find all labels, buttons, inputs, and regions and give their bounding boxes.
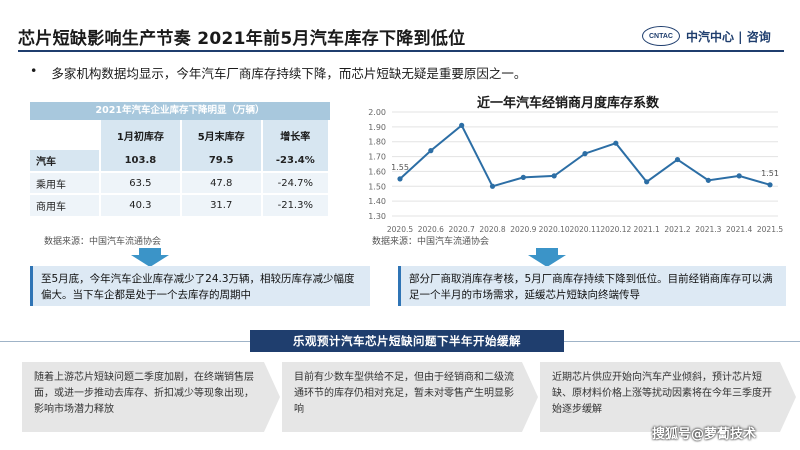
chevron-right-icon	[522, 362, 538, 432]
x-tick-label: 2021.5	[757, 225, 783, 234]
table-header-corner	[30, 120, 101, 150]
y-tick-label: 1.40	[368, 197, 386, 206]
x-tick-label: 2020.11	[569, 225, 600, 234]
data-point	[767, 182, 773, 188]
data-point	[489, 183, 496, 189]
x-tick-label: 2020.8	[479, 225, 505, 234]
outlook-card-3: 近期芯片供应开始向汽车产业倾斜，预计芯片短缺、原材料价格上涨等扰动因素将在今年三…	[540, 362, 796, 432]
x-tick-label: 2021.2	[664, 225, 690, 234]
page-title: 芯片短缺影响生产节奏 2021年前5月汽车库存下降到低位	[18, 29, 466, 49]
data-point	[705, 177, 711, 183]
inventory-chart: 近一年汽车经销商月度库存系数 1.30 1.40 1.50 1.60 1.70 1.80 1…	[350, 92, 786, 244]
left-callout: 至5月底，今年汽车企业库存减少了24.3万辆，相较历库存减少幅度偏大。当下车企都…	[30, 266, 370, 306]
data-point	[459, 122, 465, 128]
row-growth: -21.3%	[261, 193, 331, 216]
x-tick-label: 2020.6	[418, 225, 444, 234]
card-text: 目前有少数车型供给不足，但由于经销商和二级流通环节的库存仍相对充足，暂未对零售产…	[294, 372, 514, 415]
logo-mark-icon: CNTAC	[642, 26, 680, 46]
chart-source: 数据来源：中国汽车流通协会	[372, 237, 490, 247]
x-tick-label: 2020.9	[510, 225, 536, 234]
row-name: 乘用车	[30, 171, 101, 194]
row-name: 商用车	[30, 193, 101, 216]
card-text: 近期芯片供应开始向汽车产业倾斜，预计芯片短缺、原材料价格上涨等扰动因素将在今年三…	[552, 372, 772, 415]
table-header-growth: 增长率	[261, 120, 331, 150]
x-tick-label: 2020.5	[387, 225, 413, 234]
chart-title: 近一年汽车经销商月度库存系数	[476, 96, 659, 111]
y-tick-label: 1.80	[368, 138, 386, 147]
section-banner: 乐观预计汽车芯片短缺问题下半年开始缓解	[250, 330, 564, 352]
row-jan: 63.5	[100, 171, 182, 194]
row-growth: -24.7%	[261, 171, 331, 194]
y-tick-label: 2.00	[368, 108, 386, 117]
right-arrow-stem	[536, 248, 558, 255]
data-point	[582, 151, 588, 157]
row-name: 汽车	[30, 150, 101, 172]
left-arrow-stem	[139, 248, 161, 255]
data-point	[674, 156, 681, 163]
data-label-first: 1.55	[391, 163, 409, 172]
x-tick-label: 2021.3	[695, 225, 721, 234]
right-down-arrow-icon	[528, 255, 566, 267]
data-label-last: 1.51	[761, 169, 779, 178]
chevron-right-icon	[264, 362, 280, 432]
row-may: 31.7	[180, 193, 263, 216]
logo: CNTAC 中汽中心 | 咨询	[642, 26, 771, 46]
table-source: 数据来源：中国汽车流通协会	[44, 237, 162, 247]
table-row: 汽车 103.8 79.5 -23.4%	[30, 150, 331, 172]
chevron-right-icon	[780, 362, 796, 432]
table-title: 2021年汽车企业库存下降明显（万辆）	[30, 102, 330, 120]
data-point	[428, 148, 434, 154]
x-tick-label: 2021.1	[634, 225, 660, 234]
outlook-card-1: 随着上游芯片短缺问题二季度加剧，在终端销售层面，或进一步推动去库存、折扣减少等现…	[22, 362, 280, 432]
table-header-may: 5月末库存	[180, 120, 263, 150]
data-point	[551, 173, 557, 179]
row-jan: 103.8	[100, 150, 182, 172]
watermark: 搜狐号@萝蔔技术	[652, 427, 757, 442]
outlook-card-2: 目前有少数车型供给不足，但由于经销商和二级流通环节的库存仍相对充足，暂未对零售产…	[282, 362, 538, 432]
y-tick-label: 1.60	[368, 167, 386, 176]
x-tick-label: 2021.4	[726, 225, 752, 234]
card-text: 随着上游芯片短缺问题二季度加剧，在终端销售层面，或进一步推动去库存、折扣减少等现…	[34, 372, 254, 415]
left-down-arrow-icon	[131, 255, 169, 267]
inventory-table: 2021年汽车企业库存下降明显（万辆） 1月初库存 5月末库存 增长率 汽车 1…	[30, 102, 331, 216]
row-growth: -23.4%	[261, 150, 331, 172]
logo-text: 中汽中心 | 咨询	[686, 29, 771, 44]
y-tick-label: 1.70	[368, 153, 386, 162]
table-row: 商用车 40.3 31.7 -21.3%	[30, 193, 331, 216]
x-tick-label: 2020.12	[600, 225, 631, 234]
row-may: 79.5	[180, 150, 263, 172]
row-jan: 40.3	[100, 193, 182, 216]
table-header-jan: 1月初库存	[100, 120, 182, 150]
x-tick-label: 2020.10	[539, 225, 570, 234]
header: 芯片短缺影响生产节奏 2021年前5月汽车库存下降到低位 CNTAC 中汽中心 …	[0, 0, 800, 56]
data-point	[736, 173, 742, 179]
table-row: 乘用车 63.5 47.8 -24.7%	[30, 171, 331, 194]
data-point	[644, 179, 650, 185]
table-header-row: 1月初库存 5月末库存 增长率	[30, 120, 331, 150]
y-tick-label: 1.90	[368, 123, 386, 132]
data-point	[613, 140, 619, 146]
right-callout: 部分厂商取消库存考核，5月厂商库存持续下降到低位。目前经销商库存可以满足一个半月…	[398, 266, 786, 306]
x-tick-label: 2020.7	[449, 225, 475, 234]
data-point	[520, 174, 526, 180]
summary-bullet: • 多家机构数据均显示，今年汽车厂商库存持续下降，而芯片短缺无疑是重要原因之一。	[30, 63, 526, 82]
chart-svg: 1.30 1.40 1.50 1.60 1.70 1.80 1.90 2.00 2020.5 20…	[368, 108, 783, 234]
summary-text: 多家机构数据均显示，今年汽车厂商库存持续下降，而芯片短缺无疑是重要原因之一。	[51, 66, 527, 81]
y-tick-label: 1.50	[368, 182, 386, 191]
row-may: 47.8	[180, 171, 263, 194]
data-point	[397, 176, 403, 182]
title-divider	[18, 50, 784, 52]
bullet-dot-icon: •	[30, 63, 38, 78]
y-tick-label: 1.30	[368, 212, 386, 221]
